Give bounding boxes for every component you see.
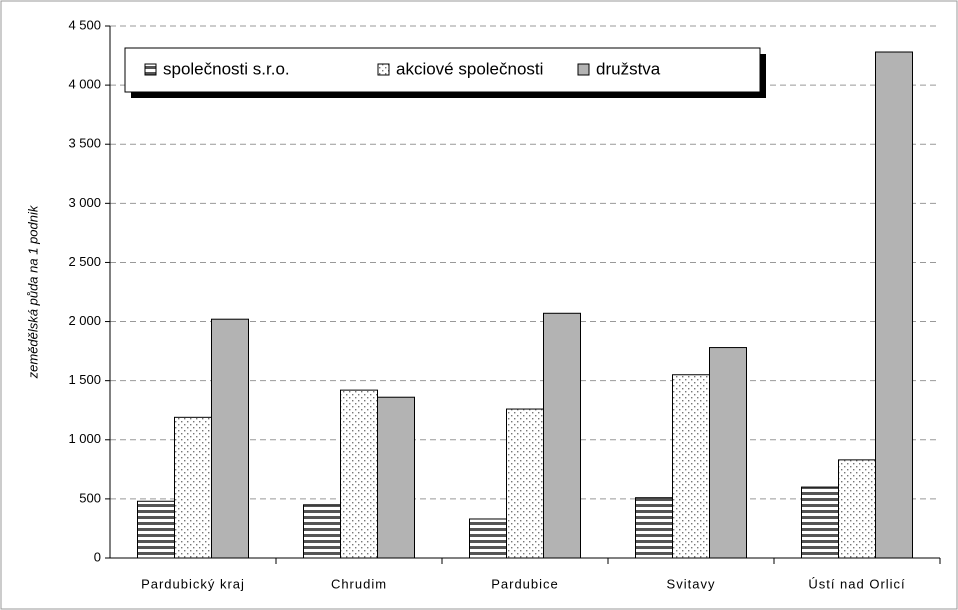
- legend-label: společnosti s.r.o.: [163, 59, 290, 78]
- bar: [211, 318, 249, 559]
- bar: [838, 459, 876, 559]
- legend-swatch: [377, 63, 390, 76]
- bar: [137, 500, 175, 559]
- bar: [801, 486, 839, 559]
- bar: [174, 416, 212, 559]
- legend-swatch: [144, 63, 157, 76]
- y-tick-label: 500: [79, 490, 101, 505]
- x-tick-label: Ústí nad Orlicí: [808, 576, 905, 591]
- bar: [543, 312, 581, 559]
- bar: [469, 518, 507, 559]
- y-tick-label: 2 500: [68, 254, 101, 269]
- bar: [303, 504, 341, 559]
- y-axis-title: zemědělská půda na 1 podnik: [25, 204, 40, 379]
- bar: [506, 408, 544, 559]
- bar: [377, 396, 415, 559]
- legend-label: družstva: [596, 59, 661, 78]
- bar: [875, 51, 913, 559]
- y-tick-label: 1 500: [68, 372, 101, 387]
- y-tick-label: 1 000: [68, 431, 101, 446]
- bar: [709, 347, 747, 559]
- x-tick-label: Pardubice: [491, 576, 559, 591]
- x-tick-label: Pardubický kraj: [141, 576, 245, 591]
- x-tick-label: Chrudim: [331, 576, 387, 591]
- legend-label: akciové společnosti: [396, 59, 543, 78]
- legend-swatch: [577, 63, 590, 76]
- bar: [635, 497, 673, 559]
- bar: [672, 374, 710, 559]
- y-tick-label: 3 500: [68, 136, 101, 151]
- legend: [124, 47, 761, 93]
- y-tick-label: 0: [94, 549, 101, 564]
- y-tick-label: 4 500: [68, 17, 101, 32]
- y-tick-label: 3 000: [68, 195, 101, 210]
- y-tick-label: 2 000: [68, 313, 101, 328]
- bar: [340, 389, 378, 559]
- y-tick-label: 4 000: [68, 77, 101, 92]
- x-tick-label: Svitavy: [667, 576, 716, 591]
